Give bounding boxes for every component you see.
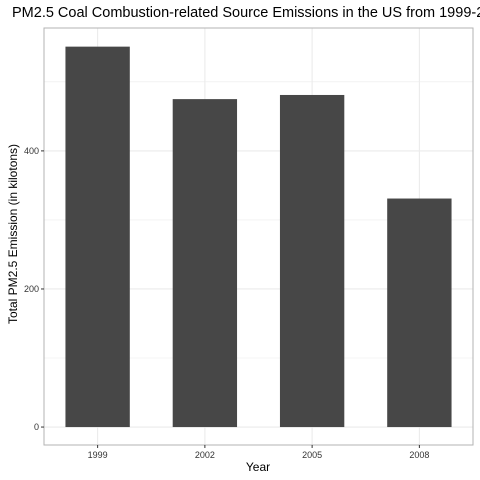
x-tick-label: 1999 [88,450,108,460]
bars [65,46,452,428]
y-axis-title: Total PM2.5 Emission (in kilotons) [6,144,20,324]
x-axis: 1999 2002 2005 2008 [88,445,429,460]
bar-2008 [387,198,452,428]
bar-1999 [65,46,130,428]
bar-2005 [279,94,345,428]
panel-frame [43,27,474,446]
x-tick-label: 2005 [302,450,322,460]
x-tick-label: 2002 [195,450,215,460]
y-tick-label: 0 [34,422,39,432]
y-axis: 0 200 400 [24,146,44,432]
x-tick-label: 2008 [409,450,429,460]
x-axis-title: Year [246,460,270,474]
bar-2002 [172,99,238,428]
panel-border [43,27,474,446]
y-tick-label: 400 [24,146,39,156]
y-tick-label: 200 [24,284,39,294]
chart-title: PM2.5 Coal Combustion-related Source Emi… [12,5,480,21]
